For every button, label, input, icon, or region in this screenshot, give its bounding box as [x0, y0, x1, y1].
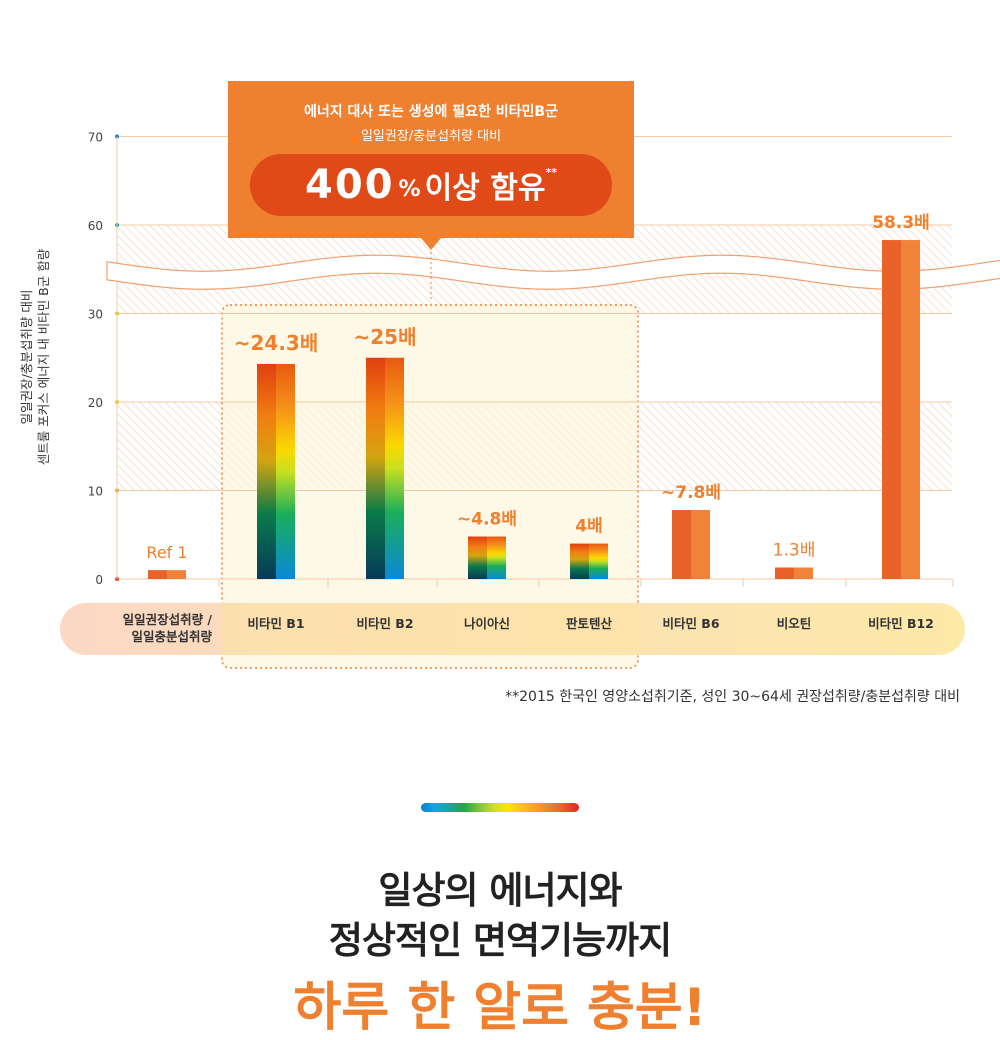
bar-3	[468, 536, 506, 579]
bar-left-half	[775, 567, 794, 579]
callout-percent: %	[398, 176, 421, 202]
y-tick-label: 10	[88, 485, 103, 499]
category-label: 나이아신	[464, 616, 510, 631]
callout-box: 에너지 대사 또는 생성에 필요한 비타민B군 일일권장/충분섭취량 대비 40…	[228, 81, 634, 250]
callout-highlight: 400 % 이상 함유 **	[250, 154, 612, 216]
data-label: ~7.8배	[661, 483, 721, 503]
data-label: 1.3배	[773, 540, 816, 560]
data-label: ~4.8배	[457, 510, 517, 530]
callout-line1: 에너지 대사 또는 생성에 필요한 비타민B군	[303, 104, 558, 120]
data-label: ~25배	[354, 325, 417, 349]
bar-right-half	[794, 567, 813, 579]
category-label: 일일충분섭취량	[131, 629, 212, 644]
bar-left-half	[468, 536, 487, 579]
data-label: 58.3배	[872, 213, 930, 233]
category-label: 비오틴	[777, 616, 812, 631]
bar-left-half	[257, 363, 276, 579]
bar-right-half	[167, 570, 186, 579]
bar-right-half	[691, 509, 710, 579]
bar-left-half	[148, 570, 167, 579]
bar-0	[148, 570, 186, 579]
data-label: 4배	[575, 517, 602, 537]
y-axis-label-line1: 일일권장/충분섭취량 대비	[19, 289, 34, 425]
y-axis-label-line2: 센트룸 포커스 에너지 내 비타민 B군 함량	[36, 248, 51, 466]
axis-break	[106, 254, 1000, 290]
y-tick-label: 60	[88, 219, 103, 233]
headline-line3: 하루 한 알로 충분!	[293, 978, 707, 1038]
category-label: 비타민 B1	[247, 616, 304, 631]
headline-line2: 정상적인 면역기능까지	[328, 919, 672, 962]
bar-right-half	[385, 357, 404, 579]
category-label: 판토텐산	[566, 616, 613, 631]
callout-line2: 일일권장/충분섭취량 대비	[360, 129, 502, 144]
bar-2	[366, 357, 404, 579]
data-label: Ref 1	[146, 543, 187, 562]
bar-right-half	[901, 240, 920, 580]
y-tick-label: 0	[95, 573, 103, 587]
category-label: 비타민 B2	[356, 616, 413, 631]
y-axis-label: 일일권장/충분섭취량 대비 센트룸 포커스 에너지 내 비타민 B군 함량	[18, 227, 52, 487]
bar-right-half	[589, 543, 608, 579]
bar-chart: 0 10 20 30 60 70 Ref 1 일일권장섭취량 / 일일충분섭취량 ~24.3배비타…	[60, 131, 1000, 669]
bar-right-half	[487, 536, 506, 579]
headline-line1: 일상의 에너지와	[378, 869, 622, 912]
y-tick-label: 70	[88, 131, 103, 145]
category-label: 비타민 B12	[868, 616, 934, 631]
bar-1	[257, 363, 295, 579]
y-tick-label: 30	[88, 308, 103, 322]
callout-text: 이상 함유	[424, 171, 546, 206]
highlight-box	[221, 304, 639, 669]
bar-6	[775, 567, 813, 579]
bar-left-half	[672, 509, 691, 579]
bar-4	[570, 543, 608, 579]
category-label: 일일권장섭취량 /	[123, 612, 213, 627]
bar-5	[672, 509, 710, 579]
bar-7	[882, 240, 920, 580]
y-tick-label: 20	[88, 396, 103, 410]
bar-left-half	[366, 357, 385, 579]
callout-mark: **	[545, 166, 557, 179]
data-label: ~24.3배	[234, 331, 319, 355]
callout-number: 400	[305, 162, 395, 208]
rainbow-divider	[421, 803, 579, 812]
bar-left-half	[882, 240, 901, 580]
bar-left-half	[570, 543, 589, 579]
footnote: **2015 한국인 영양소섭취기준, 성인 30~64세 권장섭취량/충분섭취…	[505, 689, 960, 705]
category-band-highlight	[222, 603, 638, 655]
bar-right-half	[276, 363, 295, 579]
category-label: 비타민 B6	[662, 616, 719, 631]
